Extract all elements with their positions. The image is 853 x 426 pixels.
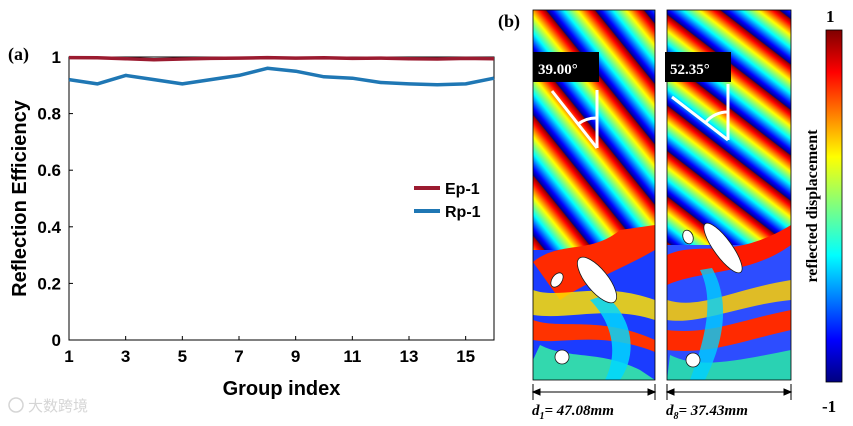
dimension-arrow-right xyxy=(665,384,793,400)
x-axis-label: Group index xyxy=(223,378,341,400)
angle-label-right: 52.35° xyxy=(670,62,710,78)
angle-indicator-right xyxy=(671,84,730,142)
panel-b-label: (b) xyxy=(498,11,520,32)
angle-box-right xyxy=(665,52,731,82)
x-tick-label: 15 xyxy=(456,347,475,366)
y-tick-label: 0 xyxy=(52,331,61,350)
field-frame-left xyxy=(532,9,656,381)
y-tick-label: 0.2 xyxy=(37,274,61,293)
panel-a-label: (a) xyxy=(8,44,29,65)
plot-frame xyxy=(68,56,495,341)
y-axis-label: Reflection Efficiency xyxy=(9,99,31,297)
x-tick-label: 1 xyxy=(64,347,73,366)
x-tick-label: 11 xyxy=(343,347,361,366)
x-tick-label: 3 xyxy=(121,347,130,366)
watermark: 大数跨境 xyxy=(8,397,88,415)
field-map-left xyxy=(533,10,655,380)
dimension-label-left: d1= 47.08mm xyxy=(532,403,614,422)
watermark-logo-icon xyxy=(8,397,24,413)
y-tick-label: 0.6 xyxy=(37,161,61,180)
colorbar xyxy=(825,29,843,383)
legend-label-ep-1: Ep-1 xyxy=(445,181,480,198)
colorbar-min-label: -1 xyxy=(822,397,836,416)
dimension-arrow-left xyxy=(531,384,657,400)
colorbar-max-label: 1 xyxy=(826,7,835,26)
colorbar-title: reflected displacement xyxy=(804,129,821,283)
x-tick-label: 9 xyxy=(291,347,300,366)
series-line-rp-1 xyxy=(68,66,495,87)
y-tick-label: 0.4 xyxy=(37,218,61,237)
y-tick-label: 0.8 xyxy=(37,105,61,124)
series-line-ep-1 xyxy=(68,55,495,62)
angle-box-left xyxy=(533,52,599,82)
dimension-label-right: d8= 37.43mm xyxy=(666,403,748,422)
x-tick-label: 7 xyxy=(234,347,243,366)
y-tick-label: 1 xyxy=(52,48,61,67)
x-tick-label: 5 xyxy=(178,347,187,366)
angle-label-left: 39.00° xyxy=(538,62,578,78)
watermark-text: 大数跨境 xyxy=(28,397,88,415)
legend-label-rp-1: Rp-1 xyxy=(445,204,481,221)
x-tick-label: 13 xyxy=(400,347,419,366)
angle-indicator-left xyxy=(550,90,599,149)
field-frame-right xyxy=(666,9,792,381)
